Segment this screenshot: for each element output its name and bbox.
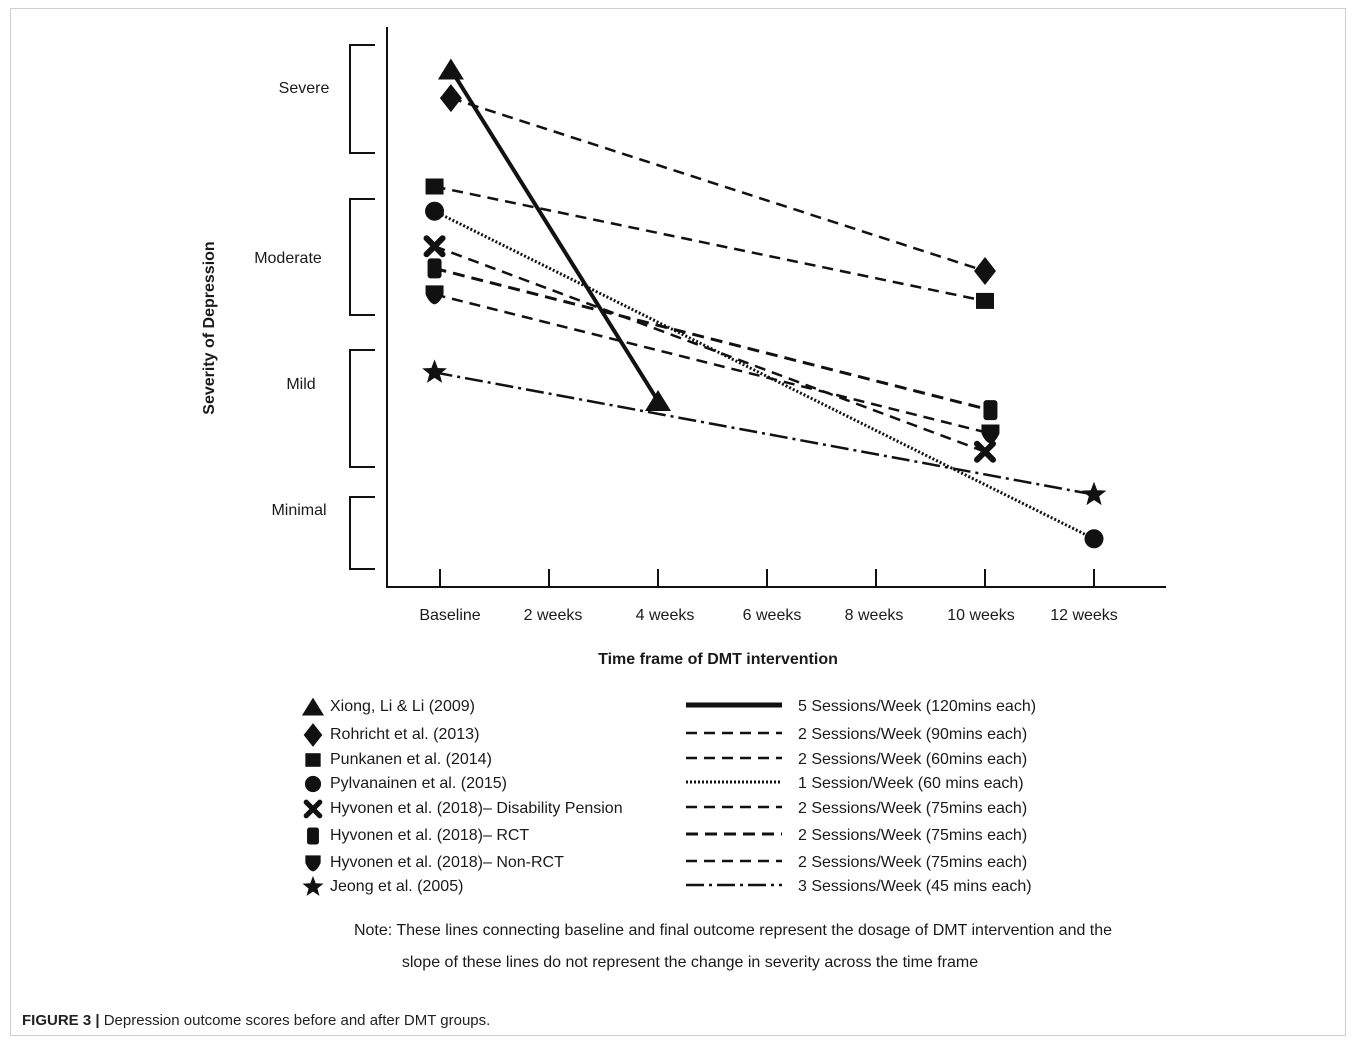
legend-marker-4 [303, 799, 323, 819]
series-4-point-0 [423, 235, 446, 258]
legend-dosage-3: 1 Session/Week (60 mins each) [798, 775, 1024, 792]
note: Note: These lines connecting baseline an… [354, 922, 1112, 971]
figure-frame [10, 8, 1346, 1036]
caption-text: Depression outcome scores before and aft… [99, 1012, 491, 1029]
legend-label-0: Xiong, Li & Li (2009) [330, 698, 475, 715]
legend-label-5: Hyvonen et al. (2018)– RCT [330, 827, 529, 844]
series-0-point-1 [645, 390, 671, 411]
legend-dosage-4: 2 Sessions/Week (75mins each) [798, 800, 1027, 817]
legend-dosage-7: 3 Sessions/Week (45 mins each) [798, 878, 1032, 895]
series-2-point-0 [425, 178, 444, 195]
series-7-point-0 [422, 359, 447, 383]
severity-label-1: Moderate [254, 250, 322, 267]
series-3-point-0 [425, 201, 445, 221]
legend-label-4: Hyvonen et al. (2018)– Disability Pensio… [330, 800, 623, 817]
series-line-6 [434, 293, 991, 435]
series-1-point-1 [974, 257, 996, 285]
legend: Xiong, Li & Li (2009) 5 Sessions/Week (12… [301, 697, 1036, 896]
legend-dosage-2: 2 Sessions/Week (60mins each) [798, 751, 1027, 768]
note-line-2: slope of these lines do not represent th… [402, 954, 978, 971]
series-3-point-1 [1084, 529, 1104, 549]
legend-label-6: Hyvonen et al. (2018)– Non-RCT [330, 854, 564, 871]
legend-marker-2 [305, 753, 321, 767]
series-line-3 [433, 209, 1095, 541]
note-line-1: Note: These lines connecting baseline an… [354, 922, 1112, 939]
legend-marker-0 [301, 697, 325, 716]
bracket-2 [349, 349, 375, 468]
bracket-1 [349, 198, 375, 316]
series-0-point-0 [437, 58, 464, 80]
series-2-point-1 [976, 292, 994, 309]
x-tick-label-1: 2 weeks [524, 607, 583, 624]
series-4-point-1 [974, 440, 996, 463]
severity-label-3: Minimal [271, 502, 326, 519]
legend-dosage-0: 5 Sessions/Week (120mins each) [798, 698, 1036, 715]
series-line-7 [434, 371, 1095, 496]
y-axis-title: Severity of Depression [201, 241, 218, 414]
legend-marker-7 [302, 875, 324, 896]
x-tick-label-0: Baseline [419, 607, 480, 624]
caption-label: FIGURE 3 | [22, 1012, 100, 1029]
series-7-point-1 [1081, 481, 1107, 506]
legend-label-1: Rohricht et al. (2013) [330, 726, 479, 743]
severity-label-2: Mild [286, 376, 315, 393]
series-6-point-1 [981, 424, 1000, 444]
series-line-4 [434, 245, 986, 453]
series-5-point-1 [983, 400, 998, 421]
x-tick-label-3: 6 weeks [743, 607, 802, 624]
severity-brackets [349, 44, 375, 570]
series-1-point-0 [439, 84, 462, 113]
legend-marker-6 [305, 855, 321, 872]
legend-marker-5 [307, 827, 319, 845]
x-tick-label-4: 8 weeks [845, 607, 904, 624]
series-line-1 [450, 96, 986, 273]
x-tick-label-2: 4 weeks [636, 607, 695, 624]
series-line-0 [449, 68, 660, 403]
severity-labels: Severe Moderate Mild Minimal [254, 80, 329, 519]
bracket-3 [349, 496, 375, 570]
x-axis-title: Time frame of DMT intervention [598, 651, 838, 668]
legend-dosage-5: 2 Sessions/Week (75mins each) [798, 827, 1027, 844]
axes [386, 27, 1166, 588]
legend-label-3: Pylvanainen et al. (2015) [330, 775, 507, 792]
legend-marker-1 [303, 723, 323, 747]
series-line-5 [434, 266, 991, 412]
legend-dosage-6: 2 Sessions/Week (75mins each) [798, 854, 1027, 871]
legend-label-2: Punkanen et al. (2014) [330, 751, 492, 768]
x-tick-label-5: 10 weeks [947, 607, 1015, 624]
severity-label-0: Severe [279, 80, 330, 97]
series-layer [422, 58, 1107, 549]
bracket-0 [349, 44, 375, 154]
x-tick-labels: Baseline 2 weeks 4 weeks 6 weeks 8 weeks 10 w… [419, 607, 1117, 624]
figure-caption: FIGURE 3 | Depression outcome scores bef… [22, 1012, 490, 1029]
legend-dosage-1: 2 Sessions/Week (90mins each) [798, 726, 1027, 743]
legend-marker-3 [304, 775, 322, 793]
series-6-point-0 [425, 285, 444, 305]
series-line-2 [434, 185, 986, 303]
legend-label-7: Jeong et al. (2005) [330, 878, 463, 895]
x-tick-label-6: 12 weeks [1050, 607, 1118, 624]
series-5-point-0 [427, 258, 442, 279]
